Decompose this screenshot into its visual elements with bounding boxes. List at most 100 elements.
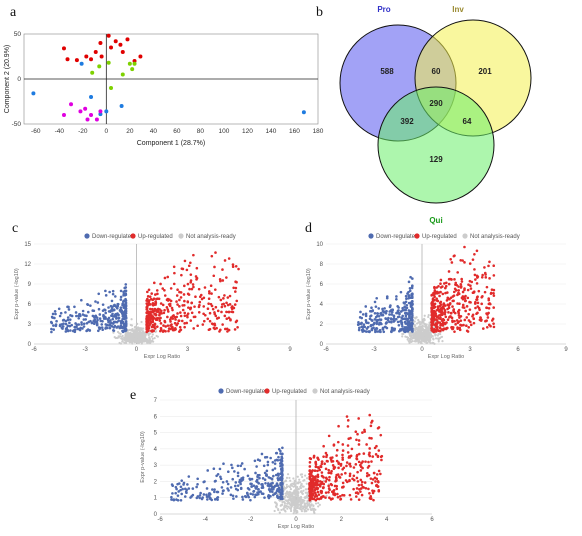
- legend-marker: [368, 233, 374, 239]
- data-point: [286, 473, 290, 476]
- data-point: [225, 480, 229, 483]
- data-point: [68, 321, 71, 325]
- data-point: [430, 335, 433, 338]
- data-point: [130, 67, 135, 72]
- data-point: [119, 332, 122, 335]
- data-point: [337, 475, 341, 479]
- data-point: [165, 306, 169, 309]
- data-point: [327, 484, 330, 488]
- data-point: [430, 327, 433, 330]
- data-point: [250, 477, 254, 481]
- data-point: [355, 438, 358, 442]
- data-point: [469, 287, 473, 290]
- data-point: [370, 328, 374, 332]
- data-point: [475, 249, 479, 253]
- data-point: [199, 293, 203, 297]
- x-tick-label: 40: [150, 128, 158, 135]
- data-point: [210, 254, 214, 258]
- data-point: [118, 326, 122, 330]
- data-point: [50, 315, 54, 319]
- data-point: [415, 316, 418, 319]
- data-point: [411, 337, 414, 340]
- data-point: [249, 482, 252, 486]
- data-point: [133, 331, 136, 334]
- data-point: [181, 308, 185, 312]
- data-point: [299, 495, 303, 499]
- data-point: [124, 286, 128, 289]
- data-point: [77, 316, 81, 320]
- data-point: [341, 481, 345, 485]
- data-point: [239, 487, 243, 491]
- data-point: [225, 327, 229, 331]
- data-point: [154, 330, 158, 333]
- data-point: [366, 325, 370, 329]
- data-point: [227, 489, 230, 492]
- data-point: [177, 319, 181, 322]
- data-point: [448, 303, 451, 306]
- data-point: [163, 308, 166, 312]
- data-point: [202, 305, 206, 308]
- venn-set-label: Inv: [452, 5, 464, 14]
- data-point: [293, 479, 296, 482]
- data-point: [54, 323, 58, 326]
- legend-marker: [218, 388, 224, 394]
- data-point: [66, 318, 70, 322]
- data-point: [352, 474, 356, 478]
- data-point: [377, 314, 381, 318]
- data-point: [167, 329, 170, 333]
- data-point: [443, 312, 446, 315]
- data-point: [211, 307, 215, 311]
- data-point: [324, 467, 328, 471]
- data-point: [410, 284, 414, 288]
- data-point: [476, 295, 479, 299]
- data-point: [176, 322, 180, 325]
- data-point: [342, 466, 346, 470]
- data-point: [192, 285, 195, 289]
- legend-label: Up-regulated: [422, 234, 457, 240]
- data-point: [282, 508, 285, 511]
- data-point: [114, 313, 117, 317]
- data-point: [315, 480, 319, 483]
- data-point: [407, 336, 410, 340]
- data-point: [292, 485, 295, 488]
- data-point: [67, 308, 71, 311]
- data-point: [187, 487, 191, 490]
- data-point: [183, 322, 186, 325]
- data-point: [456, 271, 459, 274]
- data-point: [345, 464, 348, 468]
- data-point: [389, 309, 393, 312]
- data-point: [386, 318, 390, 322]
- data-point: [428, 339, 432, 342]
- data-point: [146, 339, 149, 343]
- data-point: [397, 323, 401, 327]
- data-point: [400, 316, 403, 320]
- data-point: [289, 488, 292, 491]
- data-point: [248, 477, 251, 481]
- data-point: [412, 333, 416, 336]
- data-point: [331, 456, 334, 459]
- data-point: [197, 311, 201, 314]
- data-point: [263, 496, 266, 499]
- x-tick-label: -3: [371, 347, 377, 353]
- data-point: [439, 278, 443, 282]
- legend-label: Up-regulated: [272, 389, 307, 395]
- data-point: [453, 330, 456, 333]
- data-point: [305, 510, 308, 513]
- data-point: [359, 469, 363, 472]
- y-tick-label: 15: [24, 242, 31, 248]
- data-point: [247, 495, 251, 499]
- data-point: [111, 309, 114, 312]
- data-point: [454, 281, 458, 285]
- data-point: [219, 475, 222, 479]
- data-point: [158, 319, 162, 322]
- data-point: [217, 295, 221, 299]
- data-point: [223, 259, 227, 262]
- data-point: [477, 289, 481, 293]
- data-point: [129, 323, 132, 327]
- data-point: [149, 303, 152, 306]
- data-point: [296, 510, 299, 513]
- data-point: [393, 327, 397, 331]
- data-point: [273, 501, 277, 504]
- x-tick-label: 4: [385, 517, 389, 523]
- data-point: [155, 334, 158, 338]
